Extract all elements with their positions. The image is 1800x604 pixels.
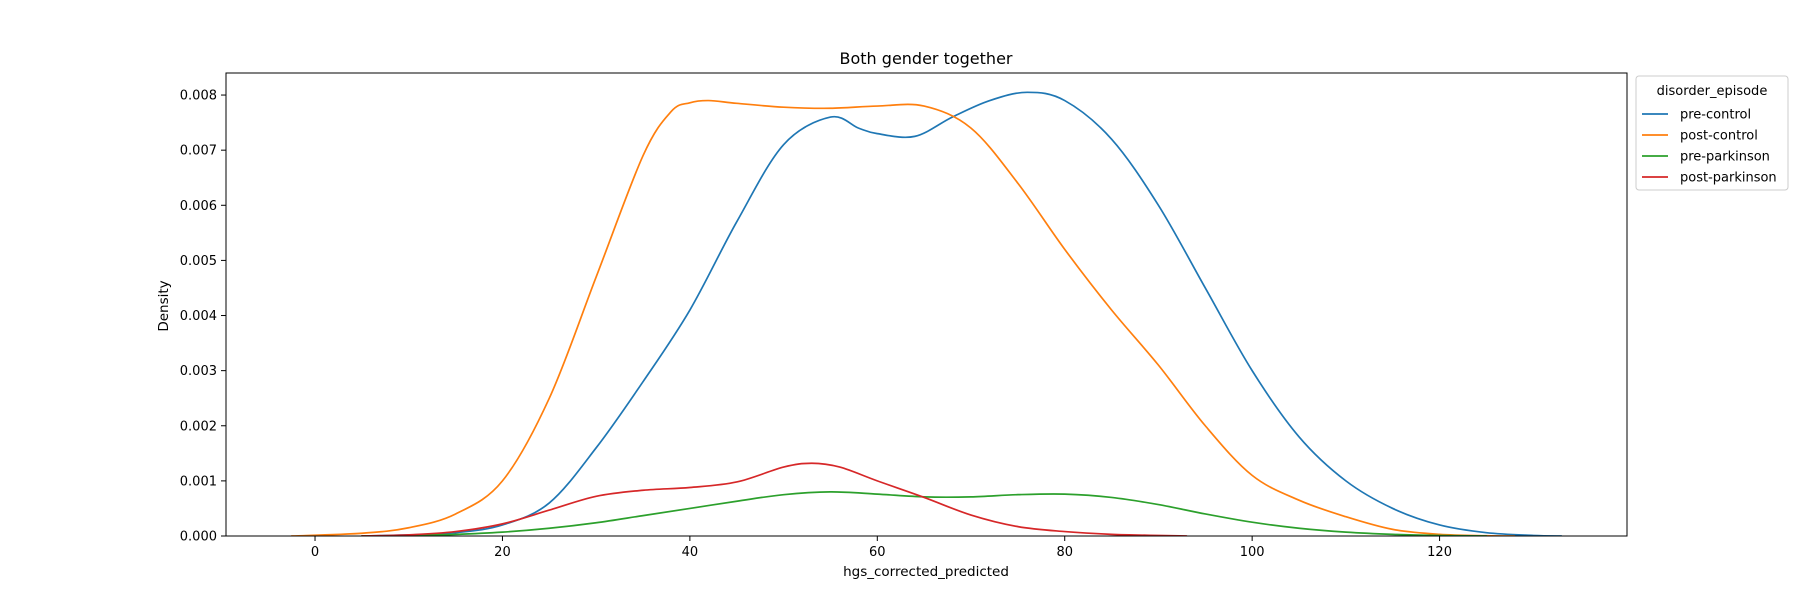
series-line-pre-control bbox=[361, 91, 1563, 536]
x-tick-label: 0 bbox=[311, 545, 319, 560]
y-tick-label: 0.006 bbox=[180, 199, 217, 214]
y-tick-label: 0.000 bbox=[180, 530, 217, 545]
x-tick-label: 40 bbox=[682, 545, 699, 560]
x-tick-label: 120 bbox=[1427, 545, 1452, 560]
y-tick-label: 0.004 bbox=[180, 309, 217, 324]
legend-title: disorder_episode bbox=[1657, 84, 1768, 99]
legend-label-post-parkinson: post-parkinson bbox=[1680, 171, 1777, 186]
axes: 0 20 40 60 80 100 120 0.000 0.001 0.002 0.003 0.004… bbox=[180, 72, 1628, 560]
y-tick-label: 0.001 bbox=[180, 474, 217, 489]
y-tick-label: 0.005 bbox=[180, 254, 217, 269]
y-tick-label: 0.007 bbox=[180, 144, 217, 159]
y-tick-label: 0.003 bbox=[180, 364, 217, 379]
legend-label-pre-control: pre-control bbox=[1680, 108, 1751, 123]
x-tick-label: 100 bbox=[1240, 545, 1265, 560]
plot-frame bbox=[225, 72, 1628, 537]
x-axis-label: hgs_corrected_predicted bbox=[843, 564, 1009, 580]
y-axis-label: Density bbox=[156, 280, 172, 331]
legend-label-post-control: post-control bbox=[1680, 129, 1758, 144]
series-line-post-control bbox=[290, 99, 1516, 536]
plot-area bbox=[290, 91, 1563, 536]
chart-title: Both gender together bbox=[840, 49, 1013, 68]
x-tick-label: 20 bbox=[494, 545, 511, 560]
legend-label-pre-parkinson: pre-parkinson bbox=[1680, 150, 1770, 165]
x-tick-label: 80 bbox=[1056, 545, 1073, 560]
y-tick-label: 0.002 bbox=[180, 419, 217, 434]
legend-box bbox=[1635, 75, 1789, 191]
y-tick-label: 0.008 bbox=[180, 89, 217, 104]
x-tick-label: 60 bbox=[869, 545, 886, 560]
series-line-post-parkinson bbox=[361, 462, 1188, 536]
legend: disorder_episode pre-control post-control p… bbox=[1635, 75, 1789, 191]
